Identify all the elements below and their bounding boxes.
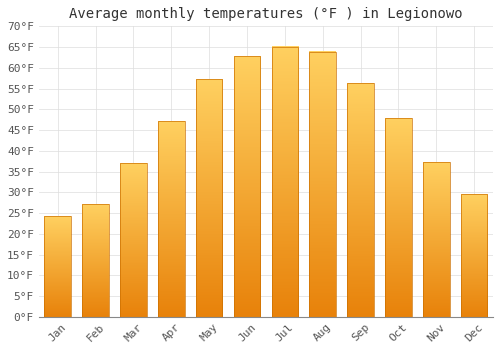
Bar <box>234 56 260 317</box>
Bar <box>310 51 336 317</box>
Bar <box>44 216 71 317</box>
Bar <box>423 162 450 317</box>
Bar <box>158 121 184 317</box>
Bar <box>385 118 411 317</box>
Bar <box>272 47 298 317</box>
Title: Average monthly temperatures (°F ) in Legionowo: Average monthly temperatures (°F ) in Le… <box>69 7 462 21</box>
Bar <box>120 163 146 317</box>
Bar <box>82 204 109 317</box>
Bar <box>348 83 374 317</box>
Bar <box>461 194 487 317</box>
Bar <box>196 79 222 317</box>
